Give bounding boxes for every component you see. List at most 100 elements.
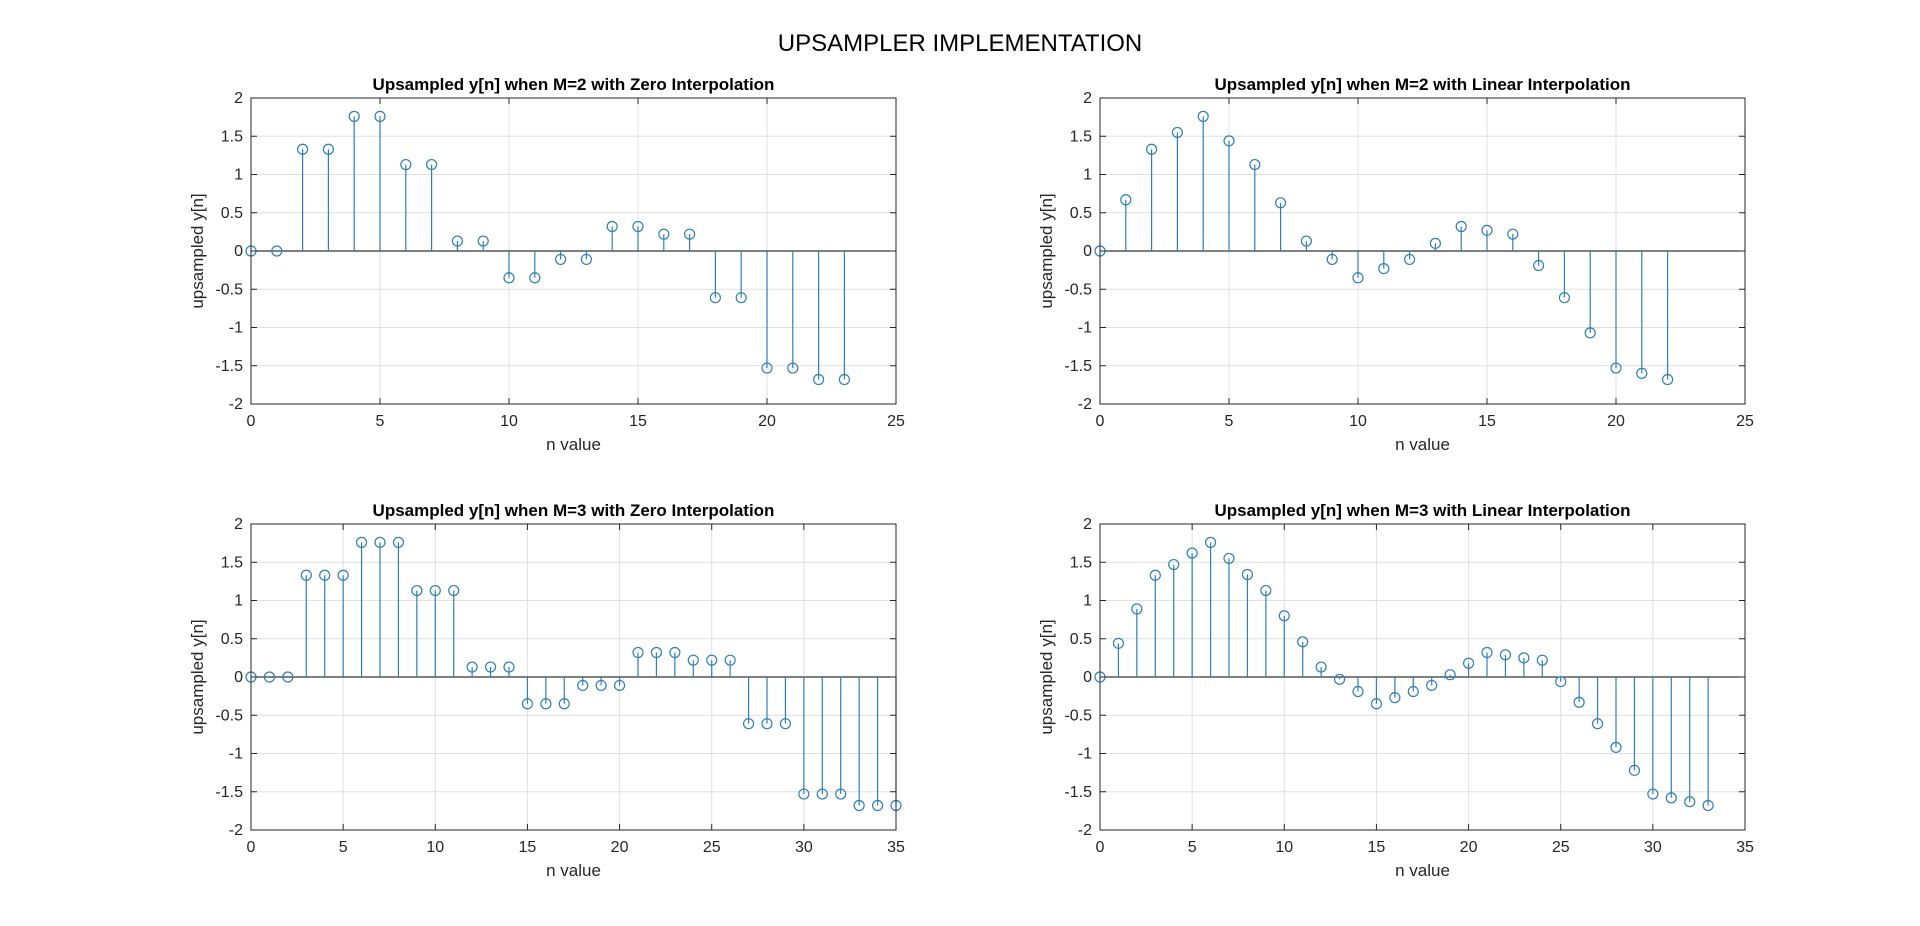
stem-marker: [606, 220, 618, 233]
stem-marker: [1120, 194, 1132, 206]
stem-marker: [1403, 253, 1416, 266]
x-tick-label: 5: [1225, 413, 1234, 430]
stem-marker: [1610, 362, 1622, 374]
y-tick-label: -1.5: [1064, 784, 1092, 801]
stem-marker: [1532, 259, 1545, 272]
x-axis-label: n value: [1395, 435, 1450, 454]
stem-marker: [1584, 327, 1596, 339]
x-tick-label: 25: [1552, 839, 1570, 856]
stem-marker: [271, 245, 283, 257]
stem-marker: [355, 536, 368, 548]
stem-marker: [1149, 569, 1161, 581]
stem-marker: [709, 292, 722, 304]
stem-marker: [1507, 228, 1519, 240]
x-tick-label: 35: [1736, 839, 1754, 856]
stem-marker: [1462, 657, 1475, 669]
stem-marker: [650, 646, 663, 659]
x-tick-label: 20: [758, 413, 776, 430]
stem-marker: [669, 646, 681, 659]
stem-marker: [448, 584, 460, 597]
y-tick-label: 2: [234, 516, 243, 533]
y-tick-label: -0.5: [1064, 281, 1092, 298]
stem-marker: [554, 253, 567, 266]
y-tick-label: 0: [1083, 669, 1092, 686]
stem-marker: [1518, 652, 1530, 664]
x-tick-label: 30: [1644, 839, 1662, 856]
stem-marker: [658, 228, 670, 240]
x-tick-label: 25: [1736, 413, 1754, 430]
stem-marker: [1499, 649, 1512, 661]
x-tick-label: 0: [247, 839, 256, 856]
stem-marker: [374, 536, 386, 548]
y-tick-label: -1: [229, 320, 243, 337]
stem-marker: [1315, 661, 1327, 673]
x-tick-label: 10: [1349, 413, 1367, 430]
y-tick-label: -2: [1078, 396, 1092, 413]
y-axis-label: upsampled y[n]: [1037, 619, 1056, 734]
stem-marker: [1628, 764, 1641, 776]
stem-marker: [400, 158, 412, 171]
y-tick-label: 2: [1083, 90, 1092, 107]
stem-marker: [1591, 718, 1604, 730]
stem-marker: [1636, 367, 1648, 379]
stem-marker: [1661, 373, 1674, 386]
stem-marker: [735, 292, 747, 304]
stem-marker: [300, 569, 312, 581]
x-axis-label: n value: [1395, 861, 1450, 880]
stem-marker: [263, 671, 276, 683]
stem-marker: [1536, 654, 1548, 666]
stem-marker: [1300, 235, 1313, 247]
y-tick-label: 1.5: [221, 554, 243, 571]
subplot-title: Upsampled y[n] when M=2 with Linear Inte…: [1214, 75, 1630, 94]
x-tick-label: 10: [426, 839, 444, 856]
stem-marker: [1352, 685, 1364, 698]
stem-marker: [529, 272, 541, 284]
stem-marker: [426, 158, 438, 171]
stem-marker: [484, 661, 497, 673]
stem-marker: [1112, 637, 1125, 649]
x-tick-label: 5: [339, 839, 348, 856]
y-tick-label: -0.5: [215, 707, 243, 724]
y-tick-label: -2: [229, 396, 243, 413]
stem-marker: [787, 362, 799, 374]
stem-marker: [337, 569, 349, 581]
stem-marker: [1171, 126, 1184, 139]
stem-marker: [595, 679, 607, 692]
stem-marker: [558, 698, 570, 710]
x-axis-label: n value: [546, 435, 601, 454]
stem-marker: [838, 373, 851, 386]
stem-marker: [540, 698, 552, 710]
y-tick-label: 1.5: [221, 128, 243, 145]
y-tick-label: 1.5: [1070, 554, 1092, 571]
subplot-title: Upsampled y[n] when M=3 with Linear Inte…: [1214, 501, 1630, 520]
stem-marker: [1389, 692, 1401, 704]
stem-marker: [1241, 568, 1254, 581]
x-tick-label: 30: [795, 839, 813, 856]
stem-marker: [503, 661, 515, 673]
x-tick-label: 35: [887, 839, 905, 856]
stem-marker: [1444, 669, 1456, 681]
stem-marker: [1352, 272, 1364, 284]
stem-marker: [683, 228, 696, 240]
y-tick-label: 2: [234, 90, 243, 107]
stem-marker: [1204, 536, 1217, 548]
y-tick-label: 2: [1083, 516, 1092, 533]
stem-marker: [706, 654, 718, 666]
stem-marker: [521, 698, 534, 710]
y-tick-label: 1.5: [1070, 128, 1092, 145]
figure-title: UPSAMPLER IMPLEMENTATION: [777, 30, 1143, 57]
stem-marker: [761, 718, 773, 730]
y-tick-label: 1: [1083, 593, 1092, 610]
stem-marker: [724, 654, 736, 666]
y-tick-label: 0.5: [1070, 631, 1092, 648]
stem-marker: [1370, 698, 1383, 710]
y-tick-label: -0.5: [215, 281, 243, 298]
stem-marker: [429, 584, 441, 597]
stem-marker: [632, 220, 644, 233]
y-tick-label: 0: [234, 669, 243, 686]
y-tick-label: 0.5: [221, 205, 243, 222]
x-tick-label: 5: [1188, 839, 1197, 856]
y-tick-label: -1: [1078, 746, 1092, 763]
y-tick-label: 1: [234, 593, 243, 610]
stem-marker: [1647, 788, 1659, 800]
